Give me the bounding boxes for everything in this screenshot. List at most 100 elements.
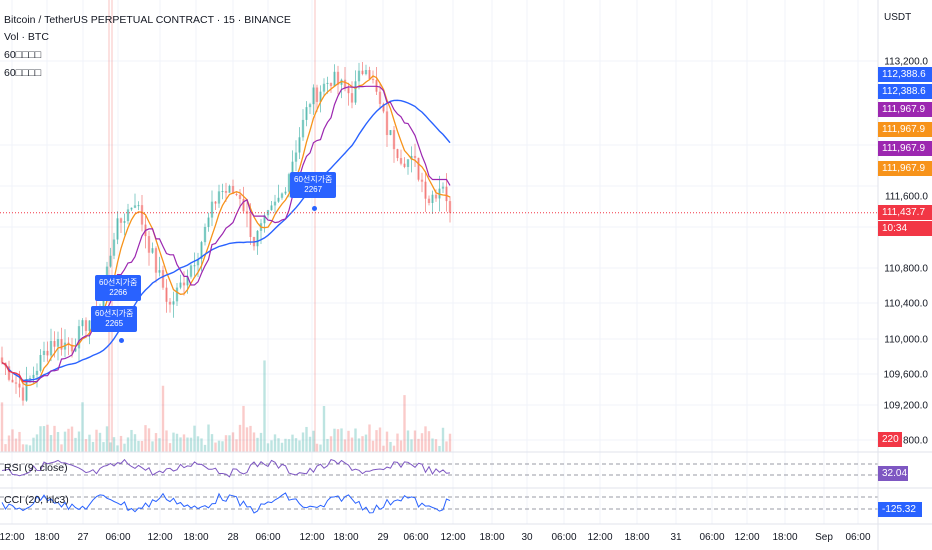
midline-stepped — [1, 85, 451, 383]
volume-bar — [70, 426, 74, 452]
candle-body — [350, 93, 354, 103]
note-marker[interactable]: 60선지가줌 2266 — [95, 275, 142, 301]
indicator-legend-2[interactable]: 60□□□□ — [4, 67, 42, 79]
time-axis-label: 12:00 — [587, 532, 612, 543]
volume-bar — [441, 427, 445, 452]
candle-body — [249, 213, 252, 238]
time-axis-label: 27 — [77, 532, 89, 543]
volume-bar — [245, 427, 249, 452]
volume-bar — [438, 445, 441, 452]
candle-body — [186, 276, 189, 286]
volume-bar — [413, 430, 417, 452]
candle-body — [396, 149, 399, 159]
volume-bar — [84, 439, 88, 452]
volume-bar — [322, 405, 326, 452]
note-marker[interactable]: 60선지가줌 2267 — [290, 172, 337, 198]
candle-body — [112, 239, 116, 256]
volume-bar — [4, 444, 7, 452]
candle-body — [312, 87, 315, 105]
price-axis-label: 110,800.0 — [884, 264, 928, 275]
volume-bar — [270, 440, 273, 452]
candle-body — [368, 70, 371, 80]
volume-bar — [343, 439, 347, 452]
volume-bar — [207, 424, 210, 452]
time-axis-label: Sep — [815, 532, 833, 543]
volume-bar — [53, 425, 56, 452]
chart-grid — [0, 0, 878, 524]
candle-body — [42, 350, 46, 355]
cci-label[interactable]: CCI (20, hlc3) — [4, 494, 69, 506]
volume-bar — [63, 431, 67, 452]
volume-bar — [105, 426, 109, 452]
volume-bar — [133, 434, 137, 452]
candle-body — [326, 82, 329, 84]
price-axis-label: 110,400.0 — [884, 299, 928, 310]
volume-bar — [315, 443, 319, 452]
note-marker[interactable]: 60선지가줌 2265 — [91, 306, 138, 332]
time-axis-label: 06:00 — [255, 532, 280, 543]
cci-pane[interactable] — [0, 492, 878, 514]
volume-bar — [56, 432, 60, 452]
time-axis-label: 06:00 — [551, 532, 576, 543]
volume-bar — [291, 434, 294, 452]
volume-bar — [417, 438, 420, 452]
candle-body — [28, 378, 32, 380]
indicator-legend-1[interactable]: 60□□□□ — [4, 49, 42, 61]
volume-bar — [357, 438, 361, 452]
volume-bar — [95, 429, 98, 452]
volume-legend[interactable]: Vol · BTC — [4, 31, 49, 43]
currency-label[interactable]: USDT — [884, 12, 912, 23]
volume-bar — [67, 428, 70, 452]
volume-bar — [112, 437, 116, 452]
rsi-label[interactable]: RSI (9, close) — [4, 462, 68, 474]
volume-bar — [389, 441, 392, 452]
volume-bar — [196, 436, 200, 452]
candle-body — [137, 205, 140, 207]
candle-body — [427, 198, 431, 203]
volume-bar — [238, 424, 242, 452]
time-axis-label: 06:00 — [699, 532, 724, 543]
candle-body — [291, 161, 294, 175]
candle-body — [329, 82, 333, 87]
price-tag: 111,967.9 — [878, 122, 932, 137]
candle-body — [140, 205, 144, 225]
candle-body — [410, 155, 413, 160]
rsi-value-tag: 32.04 — [878, 466, 908, 481]
note-count: 2267 — [304, 185, 323, 194]
candle-body — [200, 242, 203, 260]
volume-bar — [172, 432, 175, 452]
volume-bar — [189, 437, 193, 452]
candle-body — [119, 218, 123, 223]
volume-bars — [0, 360, 452, 452]
volume-bar — [102, 442, 105, 452]
volume-bar — [147, 428, 151, 452]
candle-body — [343, 79, 347, 89]
rsi-pane[interactable] — [0, 458, 878, 478]
candle-body — [221, 191, 224, 193]
volume-bar — [11, 429, 14, 452]
candle-body — [406, 159, 410, 167]
candle-body — [298, 137, 301, 153]
candle-body — [193, 265, 196, 267]
price-axis-label: 109,200.0 — [884, 401, 929, 412]
volume-bar — [294, 438, 298, 452]
volume-bar — [137, 440, 140, 452]
time-axis-label: 12:00 — [734, 532, 759, 543]
volume-bar — [231, 432, 235, 452]
candle-body — [382, 103, 385, 112]
volume-bar — [354, 428, 357, 452]
volume-bar — [7, 435, 11, 452]
time-axis-label: 18:00 — [183, 532, 208, 543]
moving-averages — [1, 75, 451, 387]
candle-body — [32, 374, 35, 379]
candle-body — [315, 87, 319, 102]
candle-body — [364, 70, 368, 75]
candle-body — [217, 191, 221, 204]
symbol-title[interactable]: Bitcoin / TetherUS PERPETUAL CONTRACT · … — [4, 14, 291, 26]
volume-bar — [252, 432, 256, 452]
candle-body — [126, 209, 130, 222]
candle-body — [88, 320, 91, 331]
cci-value-tag: -125.32 — [878, 502, 922, 517]
